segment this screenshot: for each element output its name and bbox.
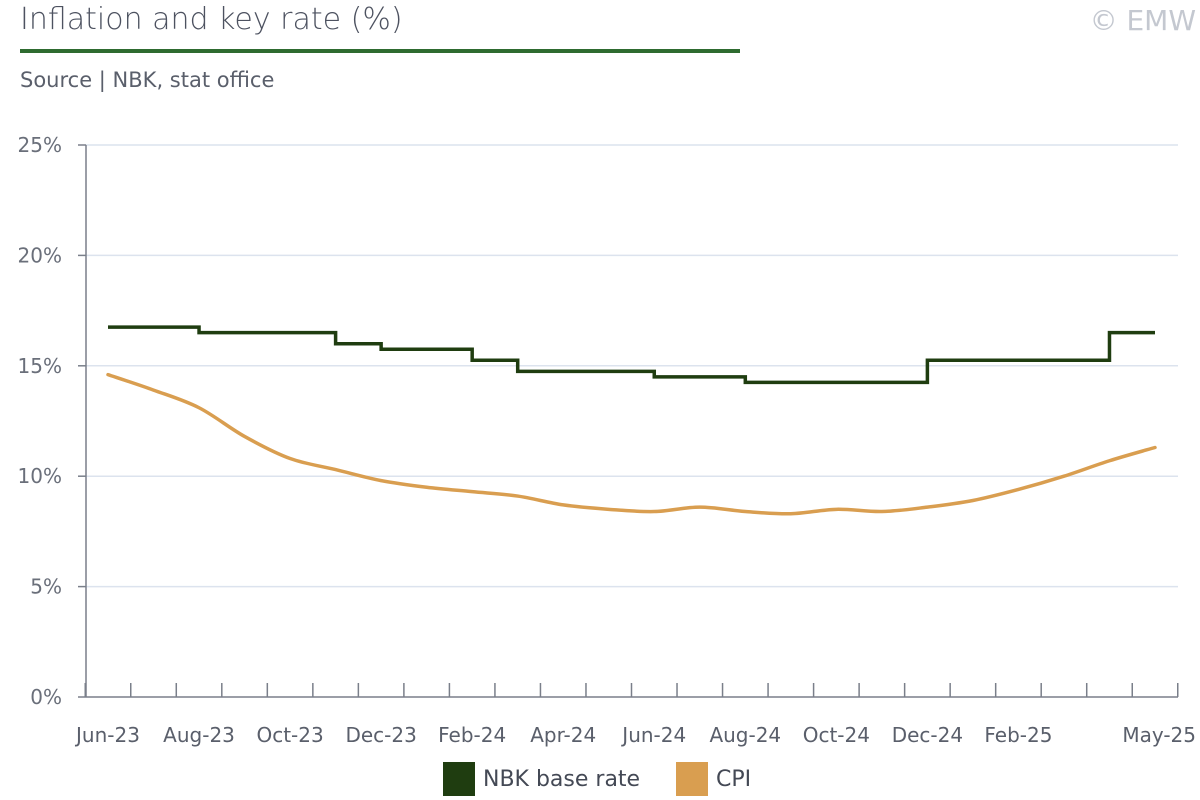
legend-swatch-base-rate [443,762,475,796]
x-tick-label: May-25 [1122,723,1196,747]
y-tick-label: 25% [18,133,62,157]
x-tick-label: Oct-23 [256,723,323,747]
y-tick-label: 15% [18,354,62,378]
legend-label-base-rate: NBK base rate [483,766,641,792]
y-tick-label: 0% [30,685,62,709]
axes [78,144,1179,698]
x-tick-label: Aug-23 [163,723,235,747]
legend-item-base-rate: NBK base rate [443,762,640,796]
x-tick-label: Jun-24 [620,723,686,747]
y-tick-label: 5% [30,575,62,599]
title-underline [20,49,740,53]
x-tick-labels: Jun-23 Aug-23 Oct-23 Dec-23 Feb-24 Apr-24 Jun-… [74,723,1196,747]
copyright-label: © EMW [1089,4,1196,37]
legend-swatch-cpi [676,762,708,796]
legend: NBK base rate CPI [0,762,1200,800]
series-lines [106,325,1157,516]
series-line-cpi [106,372,1157,516]
x-tick-label: Jun-23 [74,723,140,747]
y-tick-labels: 0% 5% 10% 15% 20% 25% [18,133,62,709]
legend-label-cpi: CPI [716,766,752,792]
y-tick-label: 10% [18,464,62,488]
source-note: Source | NBK, stat office [20,68,275,92]
series-line-base-rate [108,325,1155,385]
y-tick-label: 20% [18,243,62,267]
x-tick-label: Aug-24 [709,723,781,747]
chart-title: Inflation and key rate (%) [20,2,403,37]
x-tick-label: Dec-24 [892,723,963,747]
x-tick-label: Dec-23 [345,723,416,747]
x-tick-label: Oct-24 [803,723,870,747]
x-tick-label: Feb-24 [438,723,506,747]
legend-item-cpi: CPI [676,762,751,796]
x-tick-label: Apr-24 [530,723,596,747]
x-tick-label: Feb-25 [984,723,1052,747]
grid-lines [86,144,1178,588]
